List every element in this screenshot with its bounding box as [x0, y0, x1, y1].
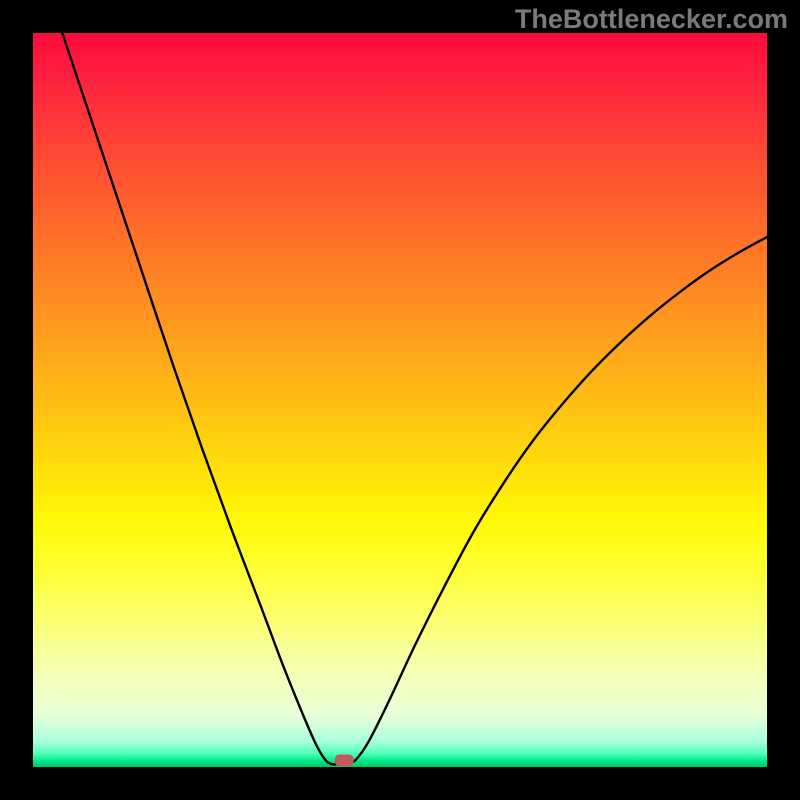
minimum-marker — [33, 33, 767, 767]
watermark-text: TheBottlenecker.com — [515, 4, 788, 35]
chart-stage: TheBottlenecker.com — [0, 0, 800, 800]
plot-area — [33, 33, 767, 767]
